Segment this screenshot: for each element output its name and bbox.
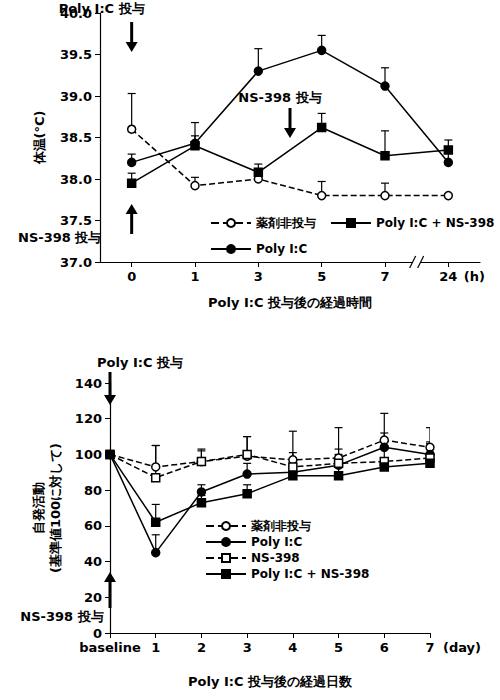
svg-text:0: 0	[127, 269, 136, 284]
svg-text:NS-398: NS-398	[251, 551, 300, 565]
svg-text:39.0: 39.0	[60, 89, 92, 104]
svg-text:1: 1	[151, 640, 160, 655]
svg-text:Poly I:C + NS-398: Poly I:C + NS-398	[376, 216, 494, 230]
svg-text:5: 5	[317, 269, 326, 284]
svg-text:20: 20	[84, 590, 102, 605]
svg-text:NS-398 投与: NS-398 投与	[18, 230, 101, 245]
svg-text:Poly I:C: Poly I:C	[251, 535, 302, 549]
svg-text:100: 100	[75, 447, 102, 462]
svg-text:24: 24	[439, 269, 457, 284]
svg-text:Poly I:C + NS-398: Poly I:C + NS-398	[251, 567, 369, 581]
svg-text:Poly I:C 投与: Poly I:C 投与	[59, 1, 145, 16]
svg-text:6: 6	[380, 640, 389, 655]
svg-text:Poly I:C 投与後の経過日数: Poly I:C 投与後の経過日数	[188, 674, 353, 689]
svg-text:7: 7	[380, 269, 389, 284]
svg-text:Poly I:C 投与後の経過時間: Poly I:C 投与後の経過時間	[208, 295, 372, 310]
svg-text:NS-398 投与: NS-398 投与	[238, 90, 321, 105]
svg-text:140: 140	[75, 376, 102, 391]
svg-text:体温(°C): 体温(°C)	[32, 111, 47, 166]
svg-text:2: 2	[197, 640, 206, 655]
svg-text:薬剤非投与: 薬剤非投与	[255, 216, 316, 230]
svg-text:120: 120	[75, 411, 102, 426]
svg-text:80: 80	[84, 483, 102, 498]
svg-text:NS-398 投与: NS-398 投与	[20, 609, 103, 624]
svg-text:baseline: baseline	[79, 640, 141, 655]
svg-text:60: 60	[84, 518, 102, 533]
svg-text:38.5: 38.5	[60, 130, 92, 145]
svg-text:7: 7	[425, 640, 434, 655]
svg-text:37.0: 37.0	[60, 255, 92, 270]
svg-text:3: 3	[254, 269, 263, 284]
svg-text:38.0: 38.0	[60, 172, 92, 187]
svg-text:1: 1	[190, 269, 199, 284]
svg-text:39.5: 39.5	[60, 47, 92, 62]
svg-text:自発活動: 自発活動	[31, 482, 46, 534]
svg-text:薬剤非投与: 薬剤非投与	[250, 519, 311, 533]
svg-text:3: 3	[243, 640, 252, 655]
svg-text:40: 40	[84, 554, 102, 569]
svg-text:(h): (h)	[464, 269, 485, 284]
svg-text:0: 0	[93, 626, 102, 641]
svg-text:5: 5	[334, 640, 343, 655]
svg-text:(day): (day)	[443, 640, 481, 655]
svg-text:4: 4	[288, 640, 297, 655]
svg-text:Poly I:C 投与: Poly I:C 投与	[97, 355, 183, 370]
svg-text:Poly I:C: Poly I:C	[256, 242, 307, 256]
svg-text:37.5: 37.5	[60, 213, 92, 228]
svg-text:(基準値100に対して): (基準値100に対して)	[48, 443, 63, 573]
